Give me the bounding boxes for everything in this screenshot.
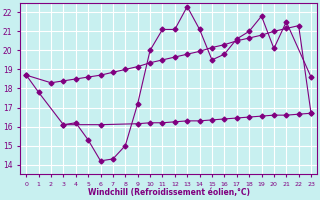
X-axis label: Windchill (Refroidissement éolien,°C): Windchill (Refroidissement éolien,°C): [88, 188, 250, 197]
